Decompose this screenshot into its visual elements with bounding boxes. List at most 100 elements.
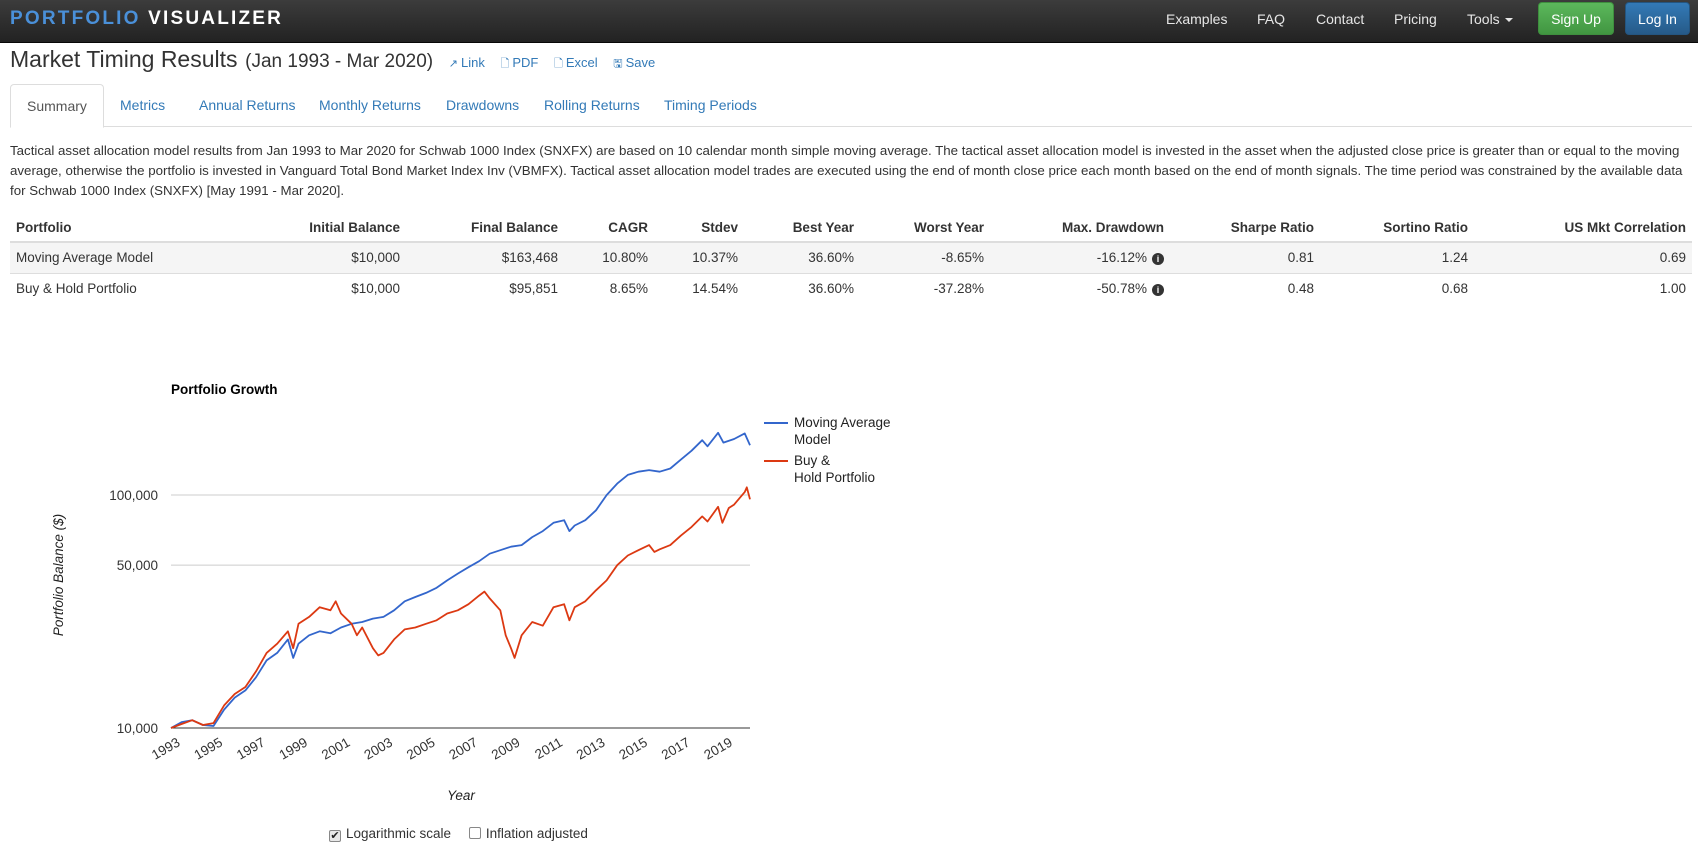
col-header: Best Year [744, 213, 860, 243]
x-tick-label: 2009 [489, 735, 523, 763]
legend-label: Buy & Hold Portfolio [794, 453, 875, 485]
table-cell: 36.60% [744, 272, 860, 304]
tab-metrics[interactable]: Metrics [120, 97, 166, 113]
link-action[interactable]: ↗ Link [449, 55, 485, 70]
tab-monthly-returns[interactable]: Monthly Returns [319, 97, 421, 113]
chart-title: Portfolio Growth [171, 382, 277, 397]
results-table: Portfolio Initial Balance Final Balance … [10, 213, 1692, 304]
table-cell: Moving Average Model [10, 241, 228, 273]
y-tick-label: 10,000 [117, 721, 158, 736]
series-line-moving-average [170, 431, 751, 729]
log-scale-option[interactable]: ✔ Logarithmic scale [329, 826, 452, 842]
col-header: US Mkt Correlation [1474, 213, 1692, 243]
table-cell: 10.37% [654, 241, 744, 273]
col-header: Worst Year [860, 213, 990, 243]
table-cell: Buy & Hold Portfolio [10, 272, 228, 304]
page-title-row: Market Timing Results (Jan 1993 - Mar 20… [10, 46, 655, 74]
y-tick-label: 50,000 [117, 558, 158, 573]
x-tick-label: 1995 [191, 735, 225, 763]
top-navbar: PORTFOLIO VISUALIZER Examples FAQ Contac… [0, 0, 1698, 43]
table-cell: 1.00 [1474, 272, 1692, 304]
chart-gridlines [171, 494, 750, 729]
inflation-option[interactable]: Inflation adjusted [468, 826, 588, 841]
excel-action[interactable]: 🗋 Excel [554, 55, 598, 70]
y-axis-ticks: 10,000 50,000 100,000 [109, 488, 158, 736]
inflation-checkbox[interactable] [468, 827, 481, 839]
nav-tools-label: Tools [1467, 11, 1500, 27]
chart-series-lines [170, 431, 751, 729]
brand-part-1: PORTFOLIO [10, 8, 141, 29]
drawdown-value: -16.12% [1096, 250, 1147, 266]
y-tick-label: 100,000 [109, 488, 158, 503]
table-cell: -8.65% [860, 241, 990, 273]
x-tick-label: 2015 [616, 735, 650, 763]
col-header: Sortino Ratio [1320, 213, 1474, 243]
table-cell: $163,468 [406, 241, 564, 273]
col-header: Final Balance [406, 213, 564, 243]
drawdown-value: -50.78% [1096, 281, 1147, 297]
caret-down-icon [1504, 18, 1513, 23]
excel-action-label: Excel [565, 55, 598, 70]
log-scale-checkbox[interactable]: ✔ [329, 830, 341, 842]
x-tick-label: 2019 [701, 735, 735, 763]
log-in-button[interactable]: Log In [1625, 2, 1690, 35]
sign-up-button[interactable]: Sign Up [1538, 2, 1614, 35]
table-cell: $10,000 [228, 241, 406, 273]
col-header: Initial Balance [228, 213, 406, 243]
table-cell: 10.80% [564, 241, 654, 273]
col-header: Max. Drawdown [990, 213, 1170, 243]
drawdown-cell: -16.12% i [990, 241, 1170, 273]
table-cell: $10,000 [228, 272, 406, 304]
table-cell: 36.60% [744, 241, 860, 273]
save-action[interactable]: 🖫 Save [613, 55, 655, 70]
pdf-action-label: PDF [512, 55, 539, 70]
table-row: Moving Average Model $10,000 $163,468 10… [10, 241, 1692, 273]
tab-summary[interactable]: Summary [10, 84, 104, 128]
page-period: (Jan 1993 - Mar 2020) [245, 51, 434, 72]
x-axis-label: Year [447, 788, 475, 800]
pdf-action[interactable]: 🗋 PDF [500, 55, 538, 70]
results-description: Tactical asset allocation model results … [10, 143, 1683, 198]
log-scale-label: Logarithmic scale [346, 826, 452, 841]
tab-timing-periods[interactable]: Timing Periods [664, 97, 757, 113]
x-axis-ticks: 1993 1995 1997 1999 2001 2003 2005 2007 2009 2011… [149, 735, 735, 763]
tab-annual-returns[interactable]: Annual Returns [199, 97, 296, 113]
x-tick-label: 2001 [319, 735, 353, 763]
table-cell: 0.81 [1170, 241, 1320, 273]
external-link-icon: ↗ [448, 58, 458, 70]
nav-examples-link[interactable]: Examples [1166, 11, 1228, 27]
table-cell: 0.69 [1474, 241, 1692, 273]
brand-part-2: VISUALIZER [148, 8, 284, 29]
excel-file-icon: 🗋 [553, 58, 563, 70]
save-floppy-icon: 🖫 [613, 58, 623, 70]
col-header: CAGR [564, 213, 654, 243]
col-header: Sharpe Ratio [1170, 213, 1320, 243]
nav-tools-dropdown[interactable]: Tools [1467, 11, 1513, 27]
series-line-buy-and-hold [170, 486, 751, 729]
table-cell: 0.68 [1320, 272, 1474, 304]
nav-pricing-link[interactable]: Pricing [1394, 11, 1437, 27]
x-tick-label: 2007 [446, 735, 480, 763]
x-tick-label: 2017 [659, 735, 693, 763]
col-header: Portfolio [10, 213, 228, 243]
link-action-label: Link [460, 55, 485, 70]
nav-contact-link[interactable]: Contact [1316, 11, 1365, 27]
pdf-file-icon: 🗋 [500, 58, 510, 70]
nav-faq-link[interactable]: FAQ [1257, 11, 1286, 27]
inflation-label: Inflation adjusted [485, 826, 588, 841]
result-tabs: Summary Metrics Annual Returns Monthly R… [10, 84, 1692, 128]
portfolio-growth-chart: Portfolio Growth 10,000 50,000 100,000 199… [0, 330, 1698, 803]
info-icon[interactable]: i [1152, 253, 1164, 266]
info-icon[interactable]: i [1152, 284, 1164, 297]
table-cell: -37.28% [860, 272, 990, 304]
x-tick-label: 1997 [234, 735, 268, 763]
x-tick-label: 2005 [404, 735, 438, 763]
tab-drawdowns[interactable]: Drawdowns [446, 97, 520, 113]
table-cell: 0.48 [1170, 272, 1320, 304]
brand-logo[interactable]: PORTFOLIO VISUALIZER [10, 8, 283, 30]
chart-svg: Portfolio Growth 10,000 50,000 100,000 199… [51, 382, 891, 803]
table-cell: $95,851 [406, 272, 564, 304]
table-row: Buy & Hold Portfolio $10,000 $95,851 8.6… [10, 272, 1692, 304]
tab-rolling-returns[interactable]: Rolling Returns [544, 97, 640, 113]
table-header-row: Portfolio Initial Balance Final Balance … [10, 213, 1692, 243]
